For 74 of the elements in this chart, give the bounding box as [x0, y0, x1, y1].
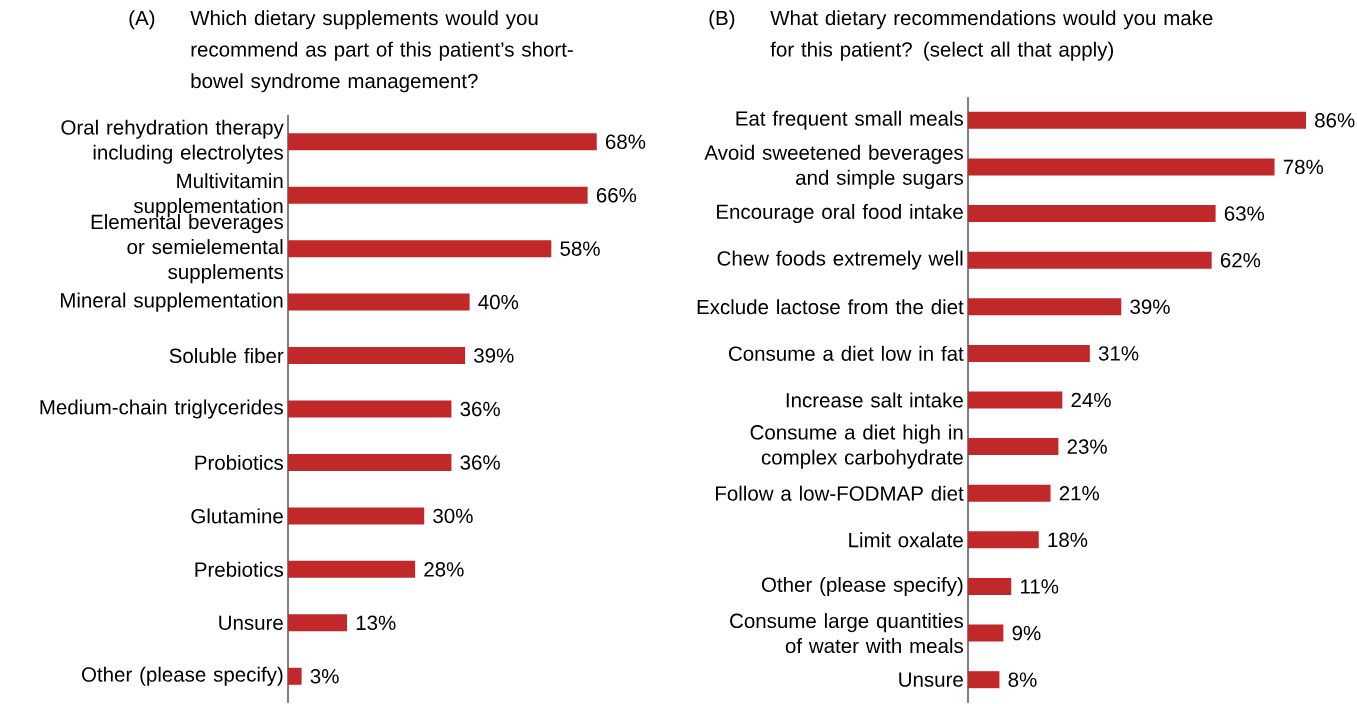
data-label: 13%	[356, 615, 396, 631]
bar	[968, 624, 1004, 642]
data-label: 68%	[605, 134, 646, 150]
y-tick-label: Unsure	[219, 615, 283, 631]
chart-title: Which dietary supplements would you recommend as part of this patient’s short-bowel syndrome management?	[190, 10, 573, 93]
y-tick-label: Consume a diet high in complex carbohydrate	[750, 424, 963, 469]
data-label: 8%	[1008, 672, 1037, 688]
bar	[968, 671, 1000, 689]
data-label: 78%	[1283, 159, 1324, 175]
data-label: 36%	[460, 455, 500, 470]
y-tick-label: Probiotics	[195, 455, 284, 471]
bar	[968, 298, 1122, 316]
bar	[968, 112, 1306, 130]
bar	[968, 251, 1212, 269]
y-tick-label: Medium-chain triglycerides	[40, 399, 284, 419]
bar	[288, 400, 452, 418]
y-tick-label: Avoid sweetened beverages and simple sugars	[704, 145, 964, 190]
y-tick-label: Consume a diet low in fat	[728, 346, 964, 362]
bar	[968, 578, 1012, 596]
text: (B)	[709, 10, 735, 30]
data-label: 9%	[1012, 626, 1041, 641]
data-label: 39%	[474, 348, 514, 364]
y-tick-label: Follow a low-FODMAP diet	[716, 485, 964, 502]
data-label: 24%	[1071, 393, 1111, 408]
bar	[288, 133, 597, 151]
data-label: 3%	[310, 669, 339, 684]
y-tick-label: Glutamine	[191, 508, 283, 524]
bar	[968, 158, 1275, 176]
y-tick-label: Prebiotics	[195, 562, 284, 578]
y-tick-label: Consume large quantities of water with meals	[730, 613, 964, 654]
data-label: 30%	[433, 508, 473, 524]
data-label: 36%	[460, 402, 500, 417]
y-tick-label: Increase salt intake	[786, 392, 963, 408]
bar	[288, 347, 466, 365]
bar	[968, 531, 1039, 549]
y-tick-label: Chew foods extremely well	[717, 250, 963, 270]
data-label: 31%	[1098, 346, 1139, 361]
y-tick-label: Unsure	[899, 672, 963, 688]
text: (A)	[129, 10, 155, 30]
data-label: 58%	[560, 241, 600, 257]
bar	[288, 561, 416, 579]
data-label: 39%	[1130, 299, 1170, 315]
y-tick-label: Soluble fiber	[169, 348, 284, 364]
y-tick-label: Eat frequent small meals	[736, 111, 964, 131]
bar	[288, 186, 588, 204]
chart-title: What dietary recommendations would you make for this patient? (select all that apply)	[770, 10, 1213, 62]
bar	[968, 484, 1051, 502]
bar	[288, 454, 452, 472]
data-label: 28%	[424, 562, 464, 577]
y-tick-label: Encourage oral food intake	[717, 204, 963, 224]
data-label: 62%	[1220, 253, 1261, 268]
y-tick-label: Oral rehydration therapy including electrolytes	[61, 119, 284, 165]
data-label: 63%	[1224, 206, 1265, 222]
data-label: 11%	[1021, 579, 1059, 594]
bar	[288, 614, 348, 632]
bar	[288, 240, 552, 258]
bar	[288, 507, 425, 525]
y-tick-label: Other (please specify)	[81, 666, 283, 687]
y-tick-label: Limit oxalate	[849, 532, 963, 548]
bar	[288, 293, 470, 311]
y-tick-label: Mineral supplementation	[61, 292, 283, 312]
data-label: 66%	[596, 188, 637, 203]
bar	[968, 345, 1090, 363]
bar	[968, 391, 1063, 409]
bar	[968, 438, 1059, 456]
data-label: 18%	[1048, 532, 1088, 548]
data-label: 23%	[1067, 439, 1107, 455]
data-label: 40%	[478, 295, 519, 310]
y-tick-label: Other (please specify)	[761, 577, 963, 597]
data-label: 86%	[1315, 113, 1355, 128]
y-tick-label: Exclude lactose from the diet	[697, 299, 964, 315]
bar	[288, 668, 302, 686]
bar	[968, 205, 1216, 223]
data-label: 21%	[1059, 486, 1100, 501]
